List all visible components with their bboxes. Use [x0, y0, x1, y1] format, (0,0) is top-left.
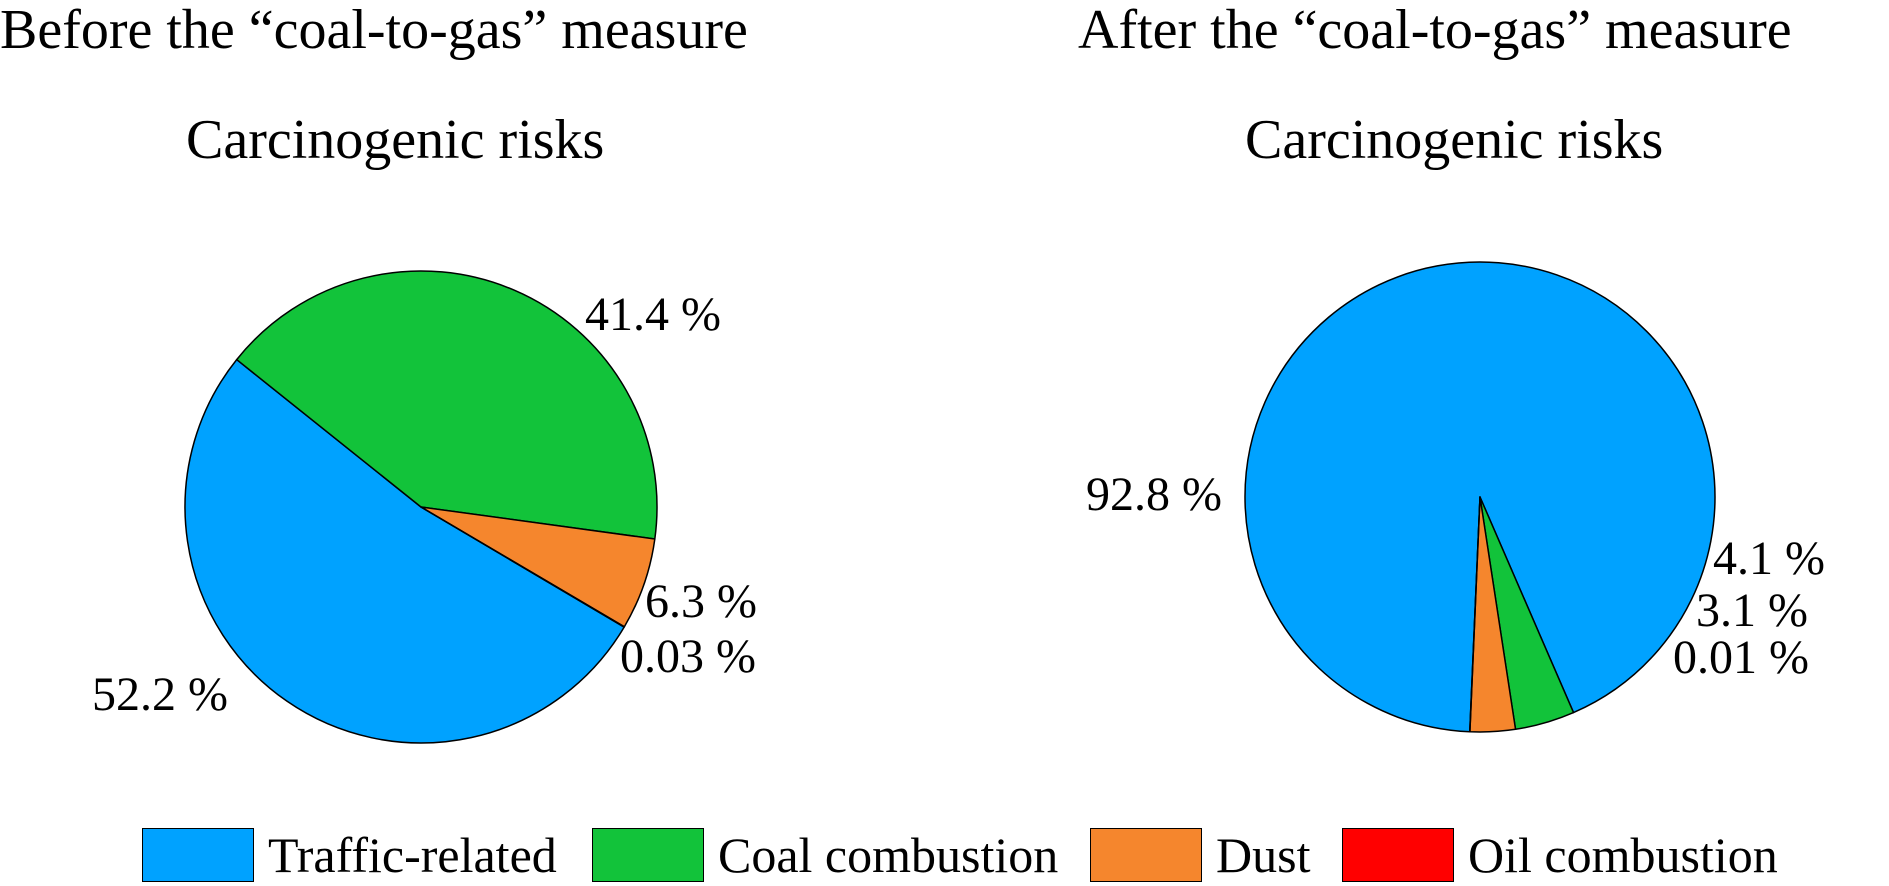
legend-swatch-traffic [142, 828, 254, 882]
legend-label-traffic: Traffic-related [268, 827, 557, 883]
pie-slice-traffic-related [184, 358, 625, 744]
legend-label-coal: Coal combustion [718, 827, 1059, 883]
legend-item-dust: Dust [1090, 826, 1310, 884]
data-label-coal-combustion: 4.1 % [1713, 532, 1825, 585]
data-label-coal-combustion: 41.4 % [585, 288, 721, 341]
legend-item-coal: Coal combustion [592, 826, 1058, 884]
pie-charts: 52.2 % 41.4 % 6.3 %0.03 % 92.8 % 4.1 %3.1 %… [92, 261, 1825, 744]
pie-slice-coal-combustion [235, 270, 658, 540]
legend-item-oil: Oil combustion [1342, 826, 1778, 884]
pie-slice-oil-combustion [1469, 496, 1481, 733]
data-label-dust: 3.1 % [1696, 584, 1808, 637]
chart-subtitle-before: Carcinogenic risks [186, 109, 605, 171]
chart-title-after: After the “coal-to-gas” measure [1078, 0, 1792, 61]
legend: Traffic-related Coal combustion Dust Oil… [0, 826, 1889, 886]
pie-after: 92.8 % 4.1 %3.1 %0.01 % [1086, 261, 1825, 733]
data-label-traffic-related: 52.2 % [92, 668, 228, 721]
legend-label-dust: Dust [1216, 827, 1311, 883]
legend-label-oil: Oil combustion [1468, 827, 1778, 883]
legend-item-traffic: Traffic-related [142, 826, 557, 884]
data-label-traffic-related: 92.8 % [1086, 468, 1222, 521]
data-label-oil-combustion: 0.01 % [1673, 631, 1809, 684]
legend-swatch-dust [1090, 828, 1202, 882]
data-label-dust: 6.3 % [645, 575, 757, 628]
data-label-oil-combustion: 0.03 % [620, 630, 756, 683]
chart-subtitle-after: Carcinogenic risks [1245, 109, 1664, 171]
pie-before: 52.2 % 41.4 % 6.3 %0.03 % [92, 270, 757, 744]
chart-title-before: Before the “coal-to-gas” measure [0, 0, 748, 61]
pie-slice-oil-combustion [420, 506, 626, 628]
legend-swatch-oil [1342, 828, 1454, 882]
legend-swatch-coal [592, 828, 704, 882]
